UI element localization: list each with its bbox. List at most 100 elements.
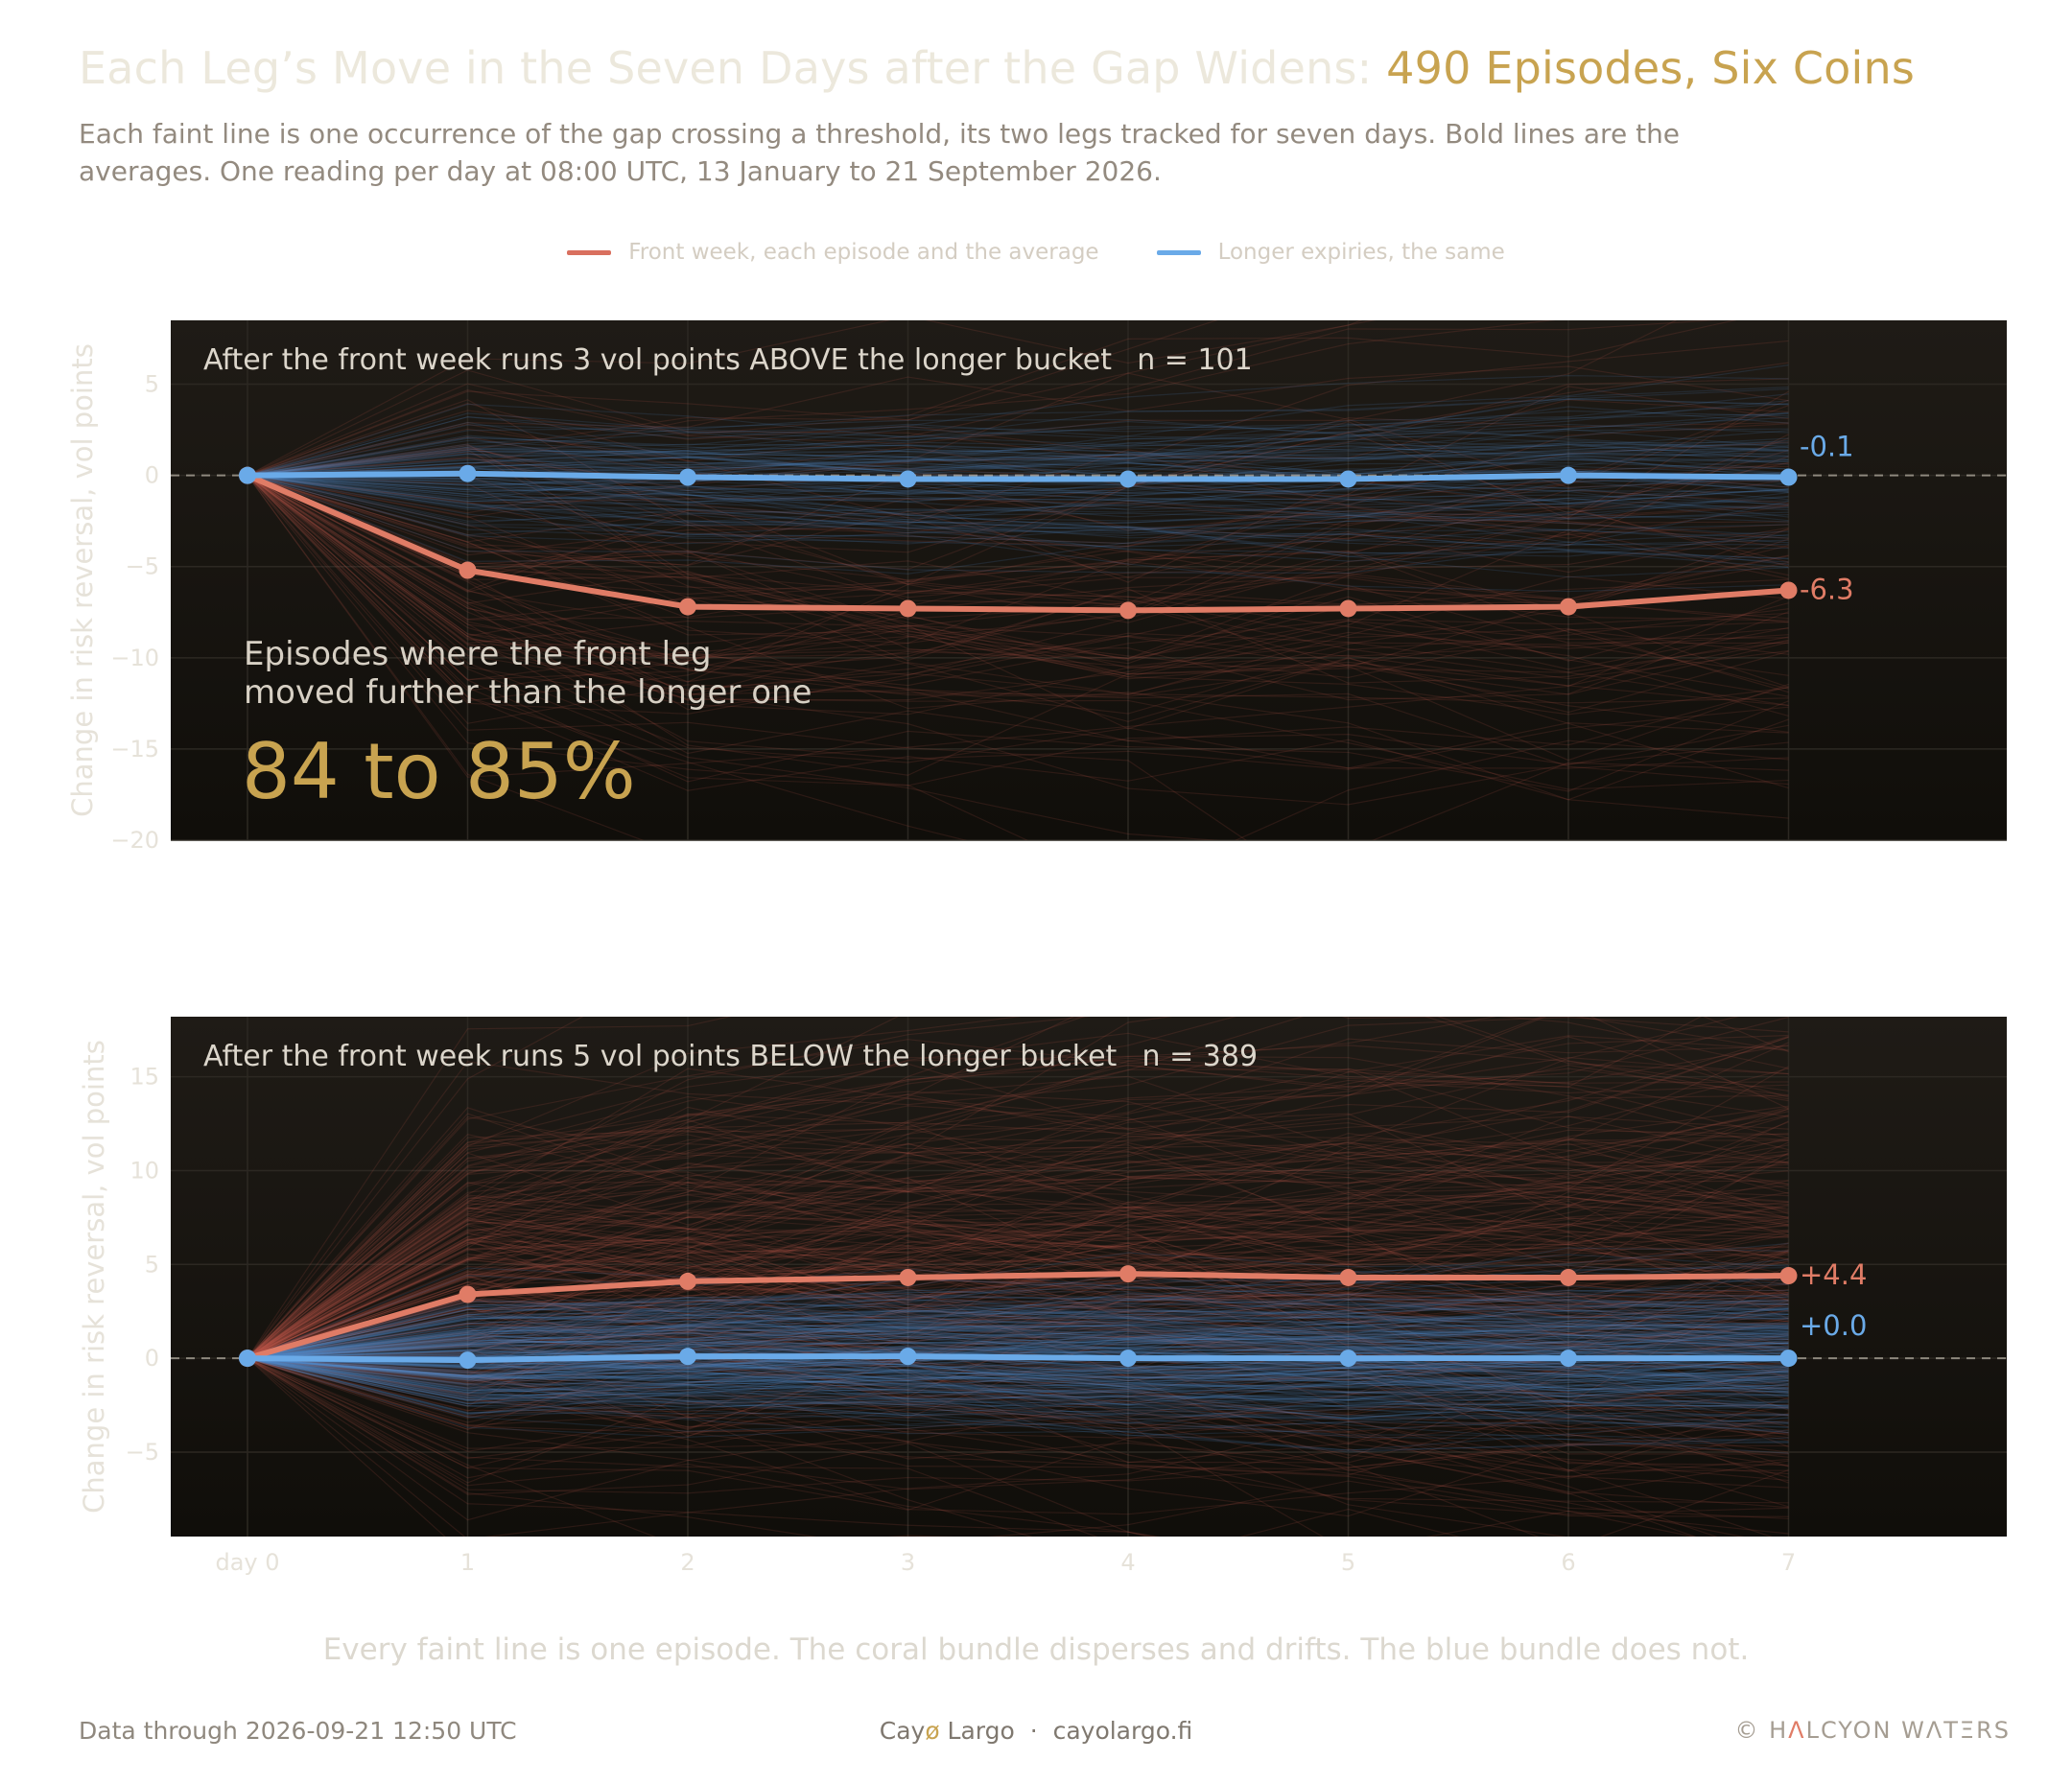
episode-line-longer bbox=[247, 1357, 1789, 1443]
episode-line-front bbox=[247, 1185, 1789, 1359]
episode-line-front bbox=[247, 475, 1789, 599]
legend-item-front: Front week, each episode and the average bbox=[567, 240, 1099, 265]
episode-line-longer bbox=[247, 1252, 1789, 1359]
episode-line-front bbox=[247, 1291, 1789, 1359]
episode-line-front bbox=[247, 1331, 1789, 1438]
episode-line-front bbox=[247, 475, 1789, 704]
episode-line-front bbox=[247, 1017, 1789, 1359]
episode-line-front bbox=[247, 320, 1719, 477]
episode-line-longer bbox=[247, 475, 1789, 537]
episode-line-longer bbox=[247, 1352, 1789, 1380]
episode-line-front bbox=[247, 1263, 1789, 1359]
episode-line-front bbox=[247, 378, 1789, 571]
x-tick-label: 2 bbox=[680, 1549, 695, 1576]
episode-line-longer bbox=[247, 475, 1789, 541]
episode-line-front bbox=[247, 475, 1789, 711]
mean-point-longer bbox=[459, 1351, 477, 1370]
episode-line-longer bbox=[247, 1330, 1789, 1359]
episode-line-front bbox=[247, 1152, 1789, 1359]
brand-site[interactable]: cayolargo.fi bbox=[1052, 1717, 1193, 1745]
episode-line-front bbox=[247, 1034, 1789, 1359]
episode-line-front bbox=[247, 1279, 1789, 1484]
mean-point-longer bbox=[1339, 470, 1357, 488]
episode-line-front bbox=[247, 1036, 1789, 1359]
episode-line-front bbox=[247, 1045, 1789, 1359]
episode-line-front bbox=[247, 1017, 1789, 1359]
episode-line-front bbox=[247, 1271, 1789, 1389]
episode-line-front bbox=[247, 1206, 1789, 1359]
episode-line-front bbox=[247, 1357, 1789, 1494]
episode-line-front bbox=[247, 475, 1789, 776]
episode-line-front bbox=[247, 1107, 1789, 1359]
episode-line-front bbox=[247, 1255, 1789, 1359]
footer-brand[interactable]: Cayø Largo · cayolargo.fi bbox=[0, 1717, 2072, 1745]
episode-line-longer bbox=[247, 1292, 1789, 1359]
episode-line-front bbox=[247, 1209, 1789, 1359]
episode-line-front bbox=[247, 1247, 1789, 1397]
episode-line-front bbox=[247, 1357, 1789, 1535]
episode-line-longer bbox=[247, 1357, 1789, 1438]
episode-line-longer bbox=[247, 475, 1789, 557]
episode-line-longer bbox=[247, 1350, 1789, 1374]
episode-line-front bbox=[247, 1292, 1789, 1395]
mean-point-longer bbox=[459, 464, 477, 482]
episode-line-front bbox=[247, 1120, 1789, 1359]
episode-line-front bbox=[247, 475, 1789, 790]
episode-line-longer bbox=[247, 1297, 1789, 1359]
episode-line-longer bbox=[247, 1320, 1789, 1359]
episode-line-longer bbox=[247, 1357, 1789, 1409]
episode-line-longer bbox=[247, 1357, 1789, 1427]
episode-line-front bbox=[247, 475, 1789, 762]
episode-line-longer bbox=[247, 1346, 1789, 1373]
episode-line-front bbox=[247, 475, 1789, 769]
episode-line-front bbox=[247, 1357, 1789, 1471]
episode-line-front bbox=[247, 475, 1789, 778]
episode-line-front bbox=[247, 1214, 1789, 1359]
episode-line-longer bbox=[247, 450, 1789, 479]
episode-line-longer bbox=[247, 1346, 1789, 1393]
episode-line-front bbox=[247, 1038, 1789, 1359]
episode-line-longer bbox=[247, 429, 1789, 480]
mean-point-front bbox=[459, 561, 477, 579]
episode-line-front bbox=[247, 1127, 1789, 1359]
episode-line-longer bbox=[247, 1325, 1789, 1372]
episode-line-longer bbox=[247, 453, 1789, 494]
episode-line-front bbox=[247, 1357, 1789, 1413]
brand-name-a: Cay bbox=[879, 1717, 926, 1745]
episode-line-front bbox=[247, 475, 1789, 593]
episode-line-longer bbox=[247, 1357, 1789, 1424]
mean-point-longer bbox=[239, 1350, 256, 1368]
end-label-front: -6.3 bbox=[1800, 573, 1854, 605]
episode-line-front bbox=[247, 475, 1789, 792]
episode-line-longer bbox=[247, 1329, 1789, 1359]
episode-line-front bbox=[247, 1145, 1789, 1359]
mean-point-longer bbox=[1779, 468, 1798, 486]
episode-line-longer bbox=[247, 1318, 1789, 1359]
episode-line-front bbox=[247, 475, 1789, 594]
episode-line-longer bbox=[247, 475, 1789, 523]
mean-point-front bbox=[899, 1268, 917, 1286]
episode-line-longer bbox=[247, 475, 1789, 563]
episode-line-front bbox=[247, 428, 1789, 610]
episode-line-longer bbox=[247, 1344, 1789, 1395]
episode-line-front bbox=[247, 1257, 1789, 1398]
episode-line-front bbox=[247, 1190, 1789, 1359]
episode-line-longer bbox=[247, 1325, 1789, 1390]
episode-line-front bbox=[247, 1057, 1789, 1359]
episode-line-front bbox=[247, 1169, 1789, 1359]
legend-item-longer: Longer expiries, the same bbox=[1156, 240, 1505, 265]
episode-line-longer bbox=[247, 412, 1789, 477]
episode-line-front bbox=[247, 1242, 1789, 1359]
episode-line-front bbox=[247, 1163, 1789, 1359]
episode-line-front bbox=[247, 1220, 1789, 1430]
episode-line-longer bbox=[247, 1325, 1789, 1374]
episode-line-longer bbox=[247, 1329, 1789, 1378]
episode-line-front bbox=[247, 475, 1789, 679]
episode-line-longer bbox=[247, 1305, 1789, 1359]
episode-line-front bbox=[247, 1357, 1789, 1509]
episode-line-longer bbox=[247, 1310, 1789, 1359]
episode-line-front bbox=[247, 1182, 1789, 1359]
episode-line-longer bbox=[247, 1357, 1789, 1420]
episode-line-front bbox=[247, 475, 1028, 840]
episode-line-longer bbox=[247, 1334, 1789, 1391]
